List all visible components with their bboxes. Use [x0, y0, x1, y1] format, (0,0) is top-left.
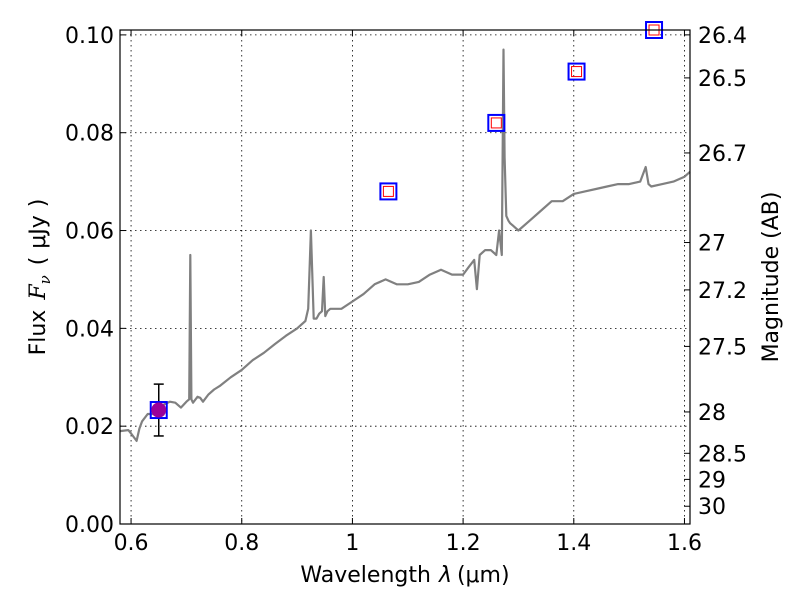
model-photometry-square-inner [490, 117, 502, 129]
right-tick-label: 26.5 [698, 67, 747, 92]
x-tick-label: 1 [345, 531, 359, 556]
y-axis-label-symbol: F [26, 284, 51, 301]
model-photometry-square [379, 182, 398, 201]
y-tick-label: 0.06 [65, 220, 114, 245]
right-tick-label: 29 [698, 468, 726, 493]
right-tick-label: 26.4 [698, 24, 747, 49]
x-axis-label: Wavelength λ (μm) [300, 563, 509, 588]
y-tick-label: 0.04 [65, 317, 114, 342]
x-tick-label: 1.6 [667, 531, 702, 556]
y-tick-labels: 0.00 0.02 0.04 0.06 0.08 0.10 [65, 24, 114, 538]
y-axis-label-text: Flux [26, 310, 51, 356]
plot-frame [119, 29, 691, 525]
right-tick-label: 27.2 [698, 279, 747, 304]
x-tick-labels: 0.6 0.8 1 1.2 1.4 1.6 [114, 531, 702, 556]
grid-lines [120, 30, 690, 525]
y-axis-label: Flux Fν ( μJy) [26, 199, 54, 356]
right-tick-label: 26.7 [698, 142, 747, 167]
observed-photometry-point [151, 402, 167, 418]
x-axis-label-unit: (μm) [457, 563, 510, 588]
model-photometry-square-inner [571, 66, 583, 78]
spectrum-line [119, 48, 691, 442]
y-tick-label: 0.00 [65, 513, 114, 538]
y-axis-label-unit: μJy [26, 215, 51, 249]
model-photometry-square-inner [382, 185, 394, 197]
y-tick-label: 0.02 [65, 415, 114, 440]
x-tick-label: 0.6 [114, 531, 149, 556]
y-axis-label-symbol-sub: ν [36, 275, 54, 284]
right-axis-label: Magnitude (AB) [759, 192, 784, 363]
model-photometry-square [487, 113, 506, 132]
x-tick-label: 0.8 [224, 531, 259, 556]
y-axis-label-close: ) [26, 199, 51, 208]
right-tick-label: 28 [698, 401, 726, 426]
photometry-layer [149, 21, 664, 437]
x-axis-label-symbol: λ [438, 563, 452, 588]
spectrum-layer [119, 48, 691, 442]
model-photometry-square [149, 401, 168, 420]
right-tick-label: 30 [698, 495, 726, 520]
y-axis-label-open: ( [26, 257, 51, 266]
axis-ticks [120, 30, 690, 525]
y-tick-label: 0.08 [65, 122, 114, 147]
x-axis-label-text: Wavelength [300, 563, 431, 588]
right-tick-label: 27.5 [698, 335, 747, 360]
x-tick-label: 1.4 [556, 531, 591, 556]
y-tick-label: 0.10 [65, 24, 114, 49]
model-photometry-square [567, 62, 586, 81]
x-tick-label: 1.2 [446, 531, 481, 556]
right-tick-label: 27 [698, 232, 726, 257]
right-tick-label: 28.5 [698, 442, 747, 467]
